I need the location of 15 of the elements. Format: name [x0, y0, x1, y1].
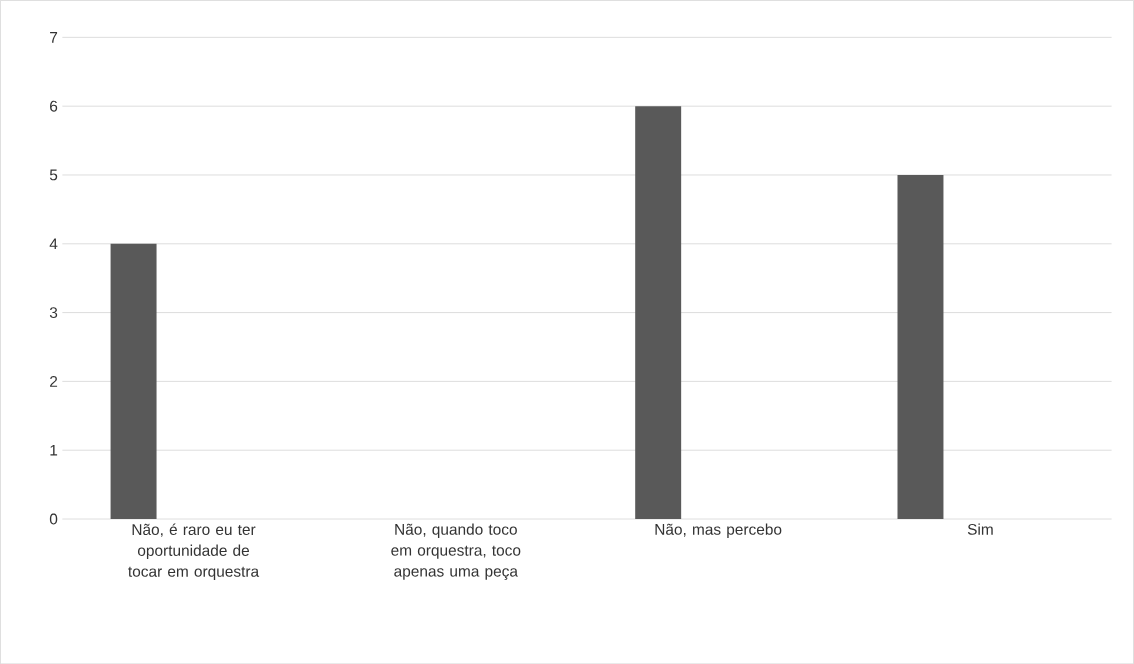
- bar: [897, 174, 944, 519]
- bar: [635, 106, 682, 519]
- y-tick-label: 1: [50, 444, 58, 456]
- y-tick-label: 3: [49, 306, 58, 318]
- y-tick-label: 6: [50, 100, 58, 112]
- x-tick-label: Não, mas percebo: [655, 523, 782, 538]
- x-tick-label: Não, é raro eu ter oportunidade de tocar em orquestra: [128, 523, 260, 580]
- x-tick-label: Sim: [967, 523, 993, 535]
- y-tick-label: 2: [50, 375, 58, 387]
- y-tick-label: 4: [49, 238, 58, 249]
- y-tick-label: 0: [49, 513, 58, 525]
- y-tick-label: 7: [50, 31, 58, 43]
- y-tick-label: 5: [49, 169, 58, 181]
- bar: [110, 243, 157, 519]
- x-tick-label: Não, quando toco em orquestra, toco apenas uma peça: [391, 523, 521, 580]
